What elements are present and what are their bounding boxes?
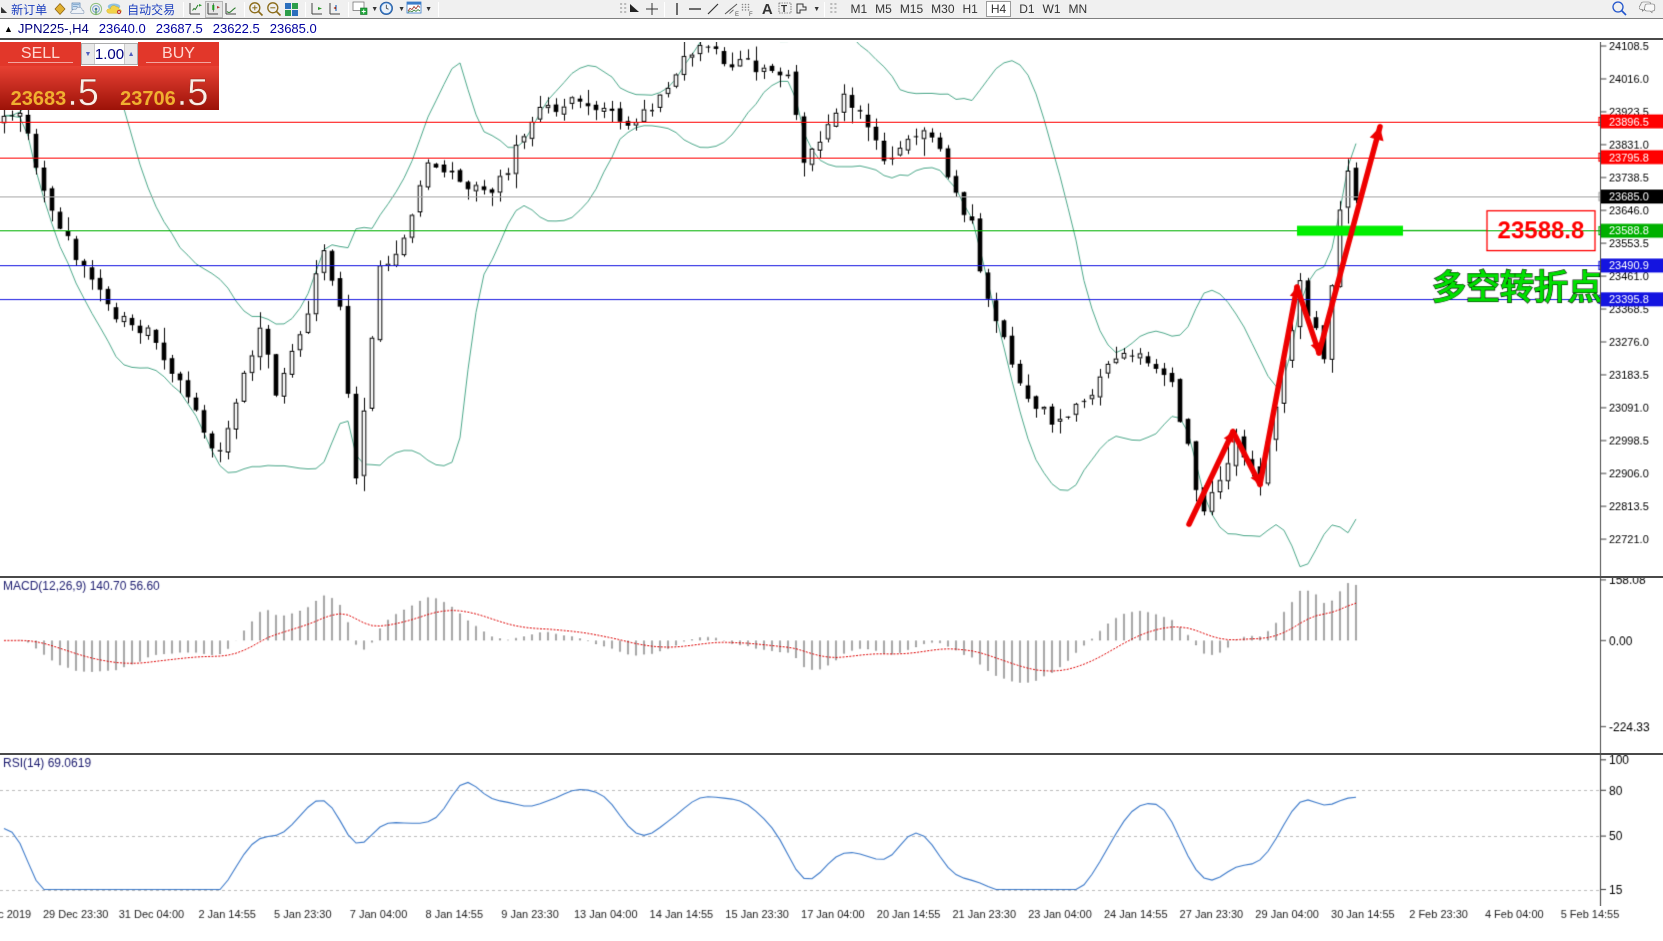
svg-text:T: T [781,4,787,15]
svg-text:E: E [735,12,739,17]
svg-text:F: F [749,12,753,17]
